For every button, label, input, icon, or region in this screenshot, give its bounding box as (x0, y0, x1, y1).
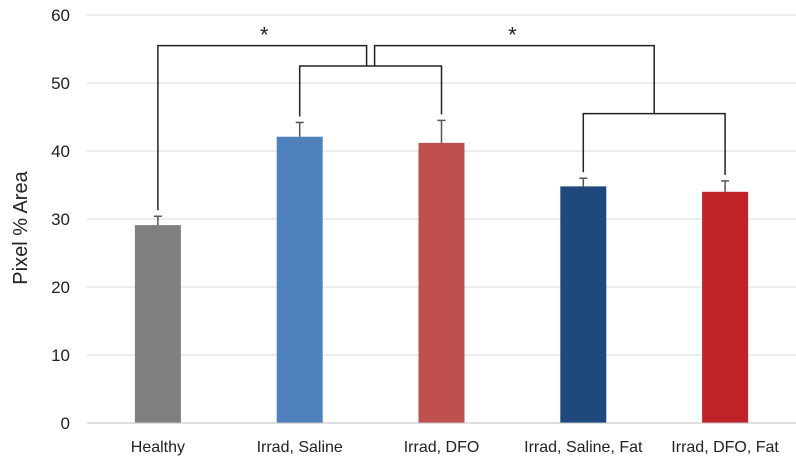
x-category-label: Irrad, DFO (404, 439, 480, 456)
bar (702, 191, 749, 423)
significance-bracket (582, 112, 726, 175)
y-tick-label: 30 (51, 210, 70, 229)
significance-bracket (157, 44, 368, 211)
bar (134, 225, 181, 423)
significance-bracket (373, 44, 655, 114)
bar (560, 186, 607, 423)
y-tick-label: 0 (61, 414, 70, 433)
x-category-label: Irrad, DFO, Fat (671, 439, 779, 456)
bar (276, 136, 323, 423)
bars (134, 136, 749, 423)
error-bars (153, 119, 730, 226)
y-tick-label: 50 (51, 74, 70, 93)
x-category-label: Irrad, Saline (257, 439, 343, 456)
bar (418, 142, 465, 423)
significance-bracket (298, 65, 443, 117)
significance-star: * (260, 23, 269, 48)
y-tick-label: 40 (51, 142, 70, 161)
y-tick-labels: 0 10 20 30 40 50 60 (51, 6, 70, 433)
y-tick-label: 60 (51, 6, 70, 25)
x-category-labels: Healthy Irrad, Saline Irrad, DFO Irrad, Sal… (131, 439, 780, 456)
y-axis-title: Pixel % Area (10, 170, 32, 284)
y-tick-label: 10 (51, 346, 70, 365)
x-category-label: Healthy (131, 439, 185, 456)
significance-brackets: * * (157, 23, 726, 211)
significance-star: * (508, 23, 517, 48)
x-category-label: Irrad, Saline, Fat (524, 439, 643, 456)
y-tick-label: 20 (51, 278, 70, 297)
